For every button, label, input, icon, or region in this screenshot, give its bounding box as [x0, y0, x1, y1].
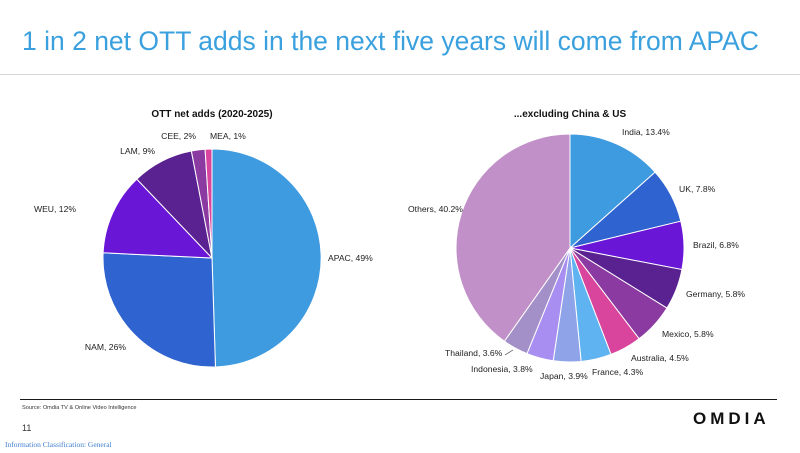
- slice-label-thailand: Thailand, 3.6%: [445, 348, 503, 358]
- slice-label-france: France, 4.3%: [592, 367, 643, 377]
- slice-label-japan: Japan, 3.9%: [540, 371, 588, 381]
- slice-label-lam: LAM, 9%: [120, 146, 155, 156]
- chart-title-ott-net-adds: OTT net adds (2020-2025): [151, 109, 272, 120]
- slice-label-germany: Germany, 5.8%: [686, 289, 745, 299]
- slice-label-mea: MEA, 1%: [210, 131, 246, 141]
- slice-label-mexico: Mexico, 5.8%: [662, 329, 714, 339]
- source-note: Source: Omdia TV & Online Video Intellig…: [22, 405, 137, 411]
- slice-label-nam: NAM, 26%: [85, 342, 126, 352]
- slice-label-weu: WEU, 12%: [34, 204, 76, 214]
- pie-slice-mea: [204, 148, 213, 259]
- slice-label-india: India, 13.4%: [622, 127, 670, 137]
- pie-slice-apac: [211, 148, 322, 368]
- pie-slice-weu: [102, 178, 214, 259]
- slice-label-others: Others, 40.2%: [408, 204, 463, 214]
- pie-slice-india: [569, 133, 656, 250]
- classification-label: Information Classification: General: [5, 440, 112, 449]
- slide-title: 1 in 2 net OTT adds in the next five yea…: [22, 26, 759, 56]
- pie-chart-ott-net-adds: APAC, 49% NAM, 26% WEU, 12% LAM, 9% CEE, 2% M…: [34, 131, 373, 368]
- slice-label-brazil: Brazil, 6.8%: [693, 240, 739, 250]
- footer-divider: [20, 399, 777, 400]
- omdia-logo: OMDIA: [693, 409, 770, 428]
- page-number: 11: [22, 423, 32, 433]
- leader-line-thailand: [504, 349, 514, 356]
- pie-slice-others: [455, 133, 571, 342]
- slice-label-apac: APAC, 49%: [328, 253, 373, 263]
- slice-label-indonesia: Indonesia, 3.8%: [471, 364, 533, 374]
- slice-label-australia: Australia, 4.5%: [631, 353, 689, 363]
- title-divider: [0, 74, 800, 75]
- chart-title-excluding-china-us: ...excluding China & US: [514, 109, 627, 120]
- pie-chart-excluding-china-us: India, 13.4% UK, 7.8% Brazil, 6.8% Germany,…: [408, 127, 745, 381]
- slice-label-uk: UK, 7.8%: [679, 184, 716, 194]
- slice-label-cee: CEE, 2%: [161, 131, 196, 141]
- pie-slice-nam: [102, 252, 216, 368]
